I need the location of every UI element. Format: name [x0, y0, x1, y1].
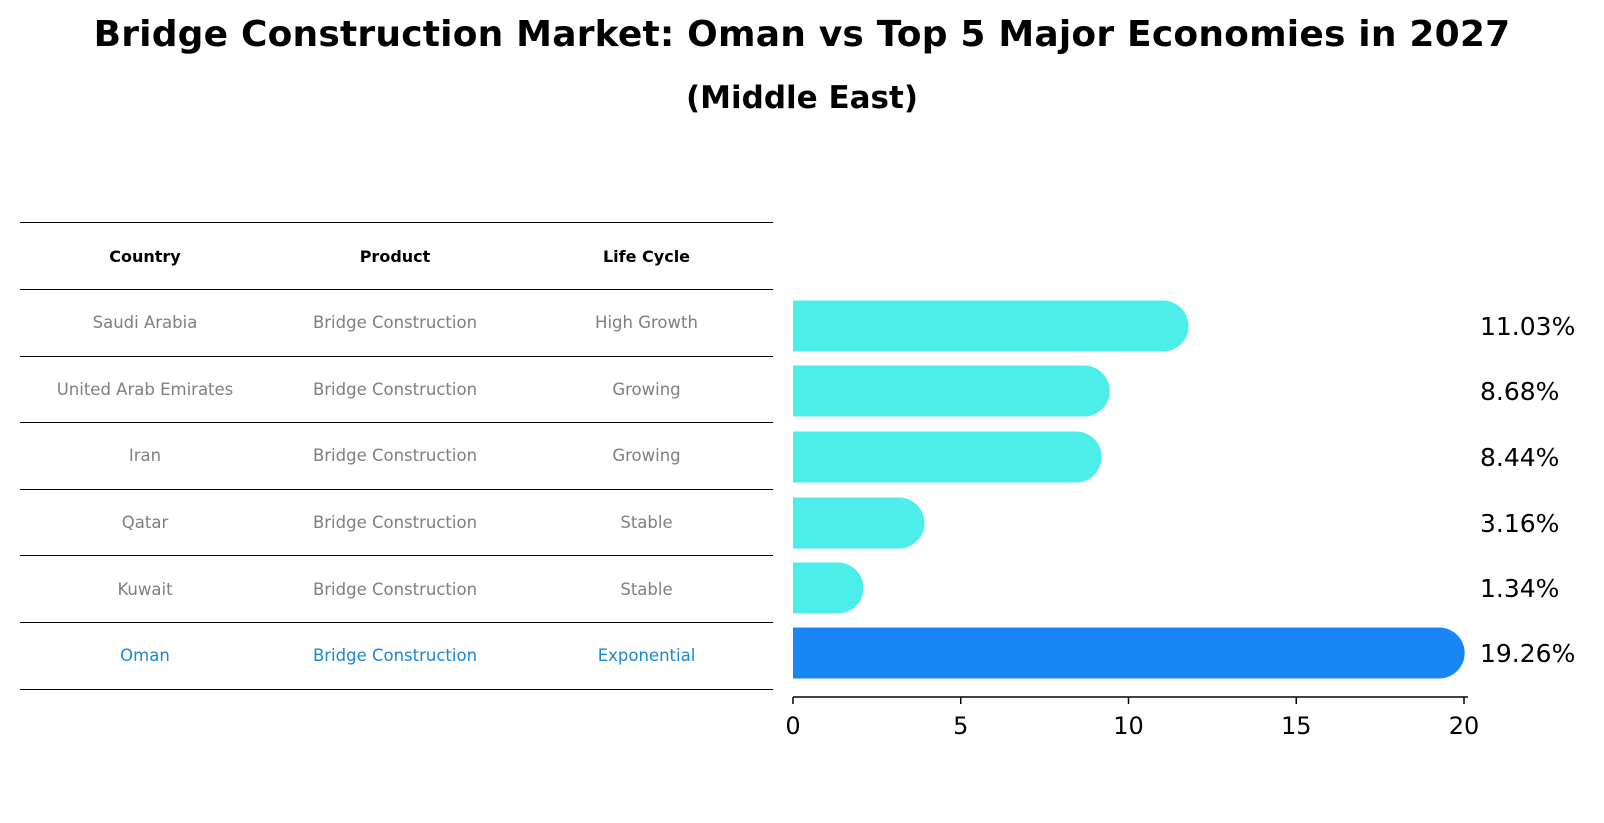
table-bottom-rule — [20, 688, 773, 690]
bar — [793, 562, 864, 614]
cell-product: Bridge Construction — [312, 646, 478, 666]
cell-life-cycle: Exponential — [597, 646, 696, 666]
data-table: Country Product Life Cycle Saudi Arabia … — [20, 222, 773, 690]
cell-product: Bridge Construction — [312, 513, 478, 533]
x-tick-label: 15 — [1281, 712, 1312, 740]
cell-country: United Arab Emirates — [56, 379, 234, 399]
table-top-rule — [20, 222, 773, 223]
bar — [793, 431, 1102, 483]
cell-product: Bridge Construction — [312, 379, 478, 399]
chart-title: Bridge Construction Market: Oman vs Top … — [93, 14, 1511, 55]
cell-life-cycle: Stable — [620, 579, 673, 599]
x-tick-label: 0 — [785, 712, 800, 740]
cell-life-cycle: High Growth — [595, 313, 698, 333]
cell-country: Qatar — [121, 513, 169, 533]
cell-country: Iran — [128, 446, 162, 466]
table-rule — [20, 488, 773, 490]
cell-country: Oman — [120, 646, 170, 666]
table-header-row: Country Product Life Cycle — [20, 223, 773, 289]
cell-product: Bridge Construction — [312, 313, 478, 333]
table-rule — [20, 289, 773, 290]
bar-value-label: 3.16% — [1480, 509, 1559, 538]
bar-value-label: 11.03% — [1480, 312, 1575, 341]
chart-subtitle: (Middle East) — [685, 80, 918, 116]
table-row: United Arab Emirates Bridge Construction… — [20, 357, 773, 423]
table-rule — [20, 555, 773, 557]
bar-value-label: 19.26% — [1480, 639, 1575, 668]
table-rule — [20, 621, 773, 623]
header-life-cycle: Life Cycle — [602, 246, 691, 266]
cell-life-cycle: Growing — [612, 446, 681, 466]
cell-life-cycle: Growing — [612, 379, 681, 399]
cell-life-cycle: Stable — [620, 513, 673, 533]
x-tick-label: 10 — [1113, 712, 1144, 740]
table-row: Iran Bridge Construction Growing — [20, 423, 773, 489]
header-product: Product — [359, 246, 431, 266]
table-row: Saudi Arabia Bridge Construction High Gr… — [20, 290, 773, 356]
table-row-highlight: Oman Bridge Construction Exponential — [20, 623, 773, 689]
header-country: Country — [109, 246, 181, 266]
table-rule — [20, 422, 773, 424]
x-tick-label: 20 — [1449, 712, 1480, 740]
bar — [793, 365, 1110, 417]
table-row: Qatar Bridge Construction Stable — [20, 490, 773, 556]
x-tick-label: 5 — [953, 712, 968, 740]
bar — [793, 497, 925, 549]
table-row: Kuwait Bridge Construction Stable — [20, 556, 773, 622]
cell-country: Saudi Arabia — [92, 313, 198, 333]
bar — [793, 300, 1189, 352]
table-rule — [20, 355, 773, 357]
cell-country: Kuwait — [117, 579, 173, 599]
cell-product: Bridge Construction — [312, 579, 478, 599]
bar-value-label: 8.68% — [1480, 377, 1559, 406]
cell-product: Bridge Construction — [312, 446, 478, 466]
bar-value-label: 1.34% — [1480, 574, 1559, 603]
bar-highlight — [793, 627, 1465, 679]
bar-value-label: 8.44% — [1480, 443, 1559, 472]
